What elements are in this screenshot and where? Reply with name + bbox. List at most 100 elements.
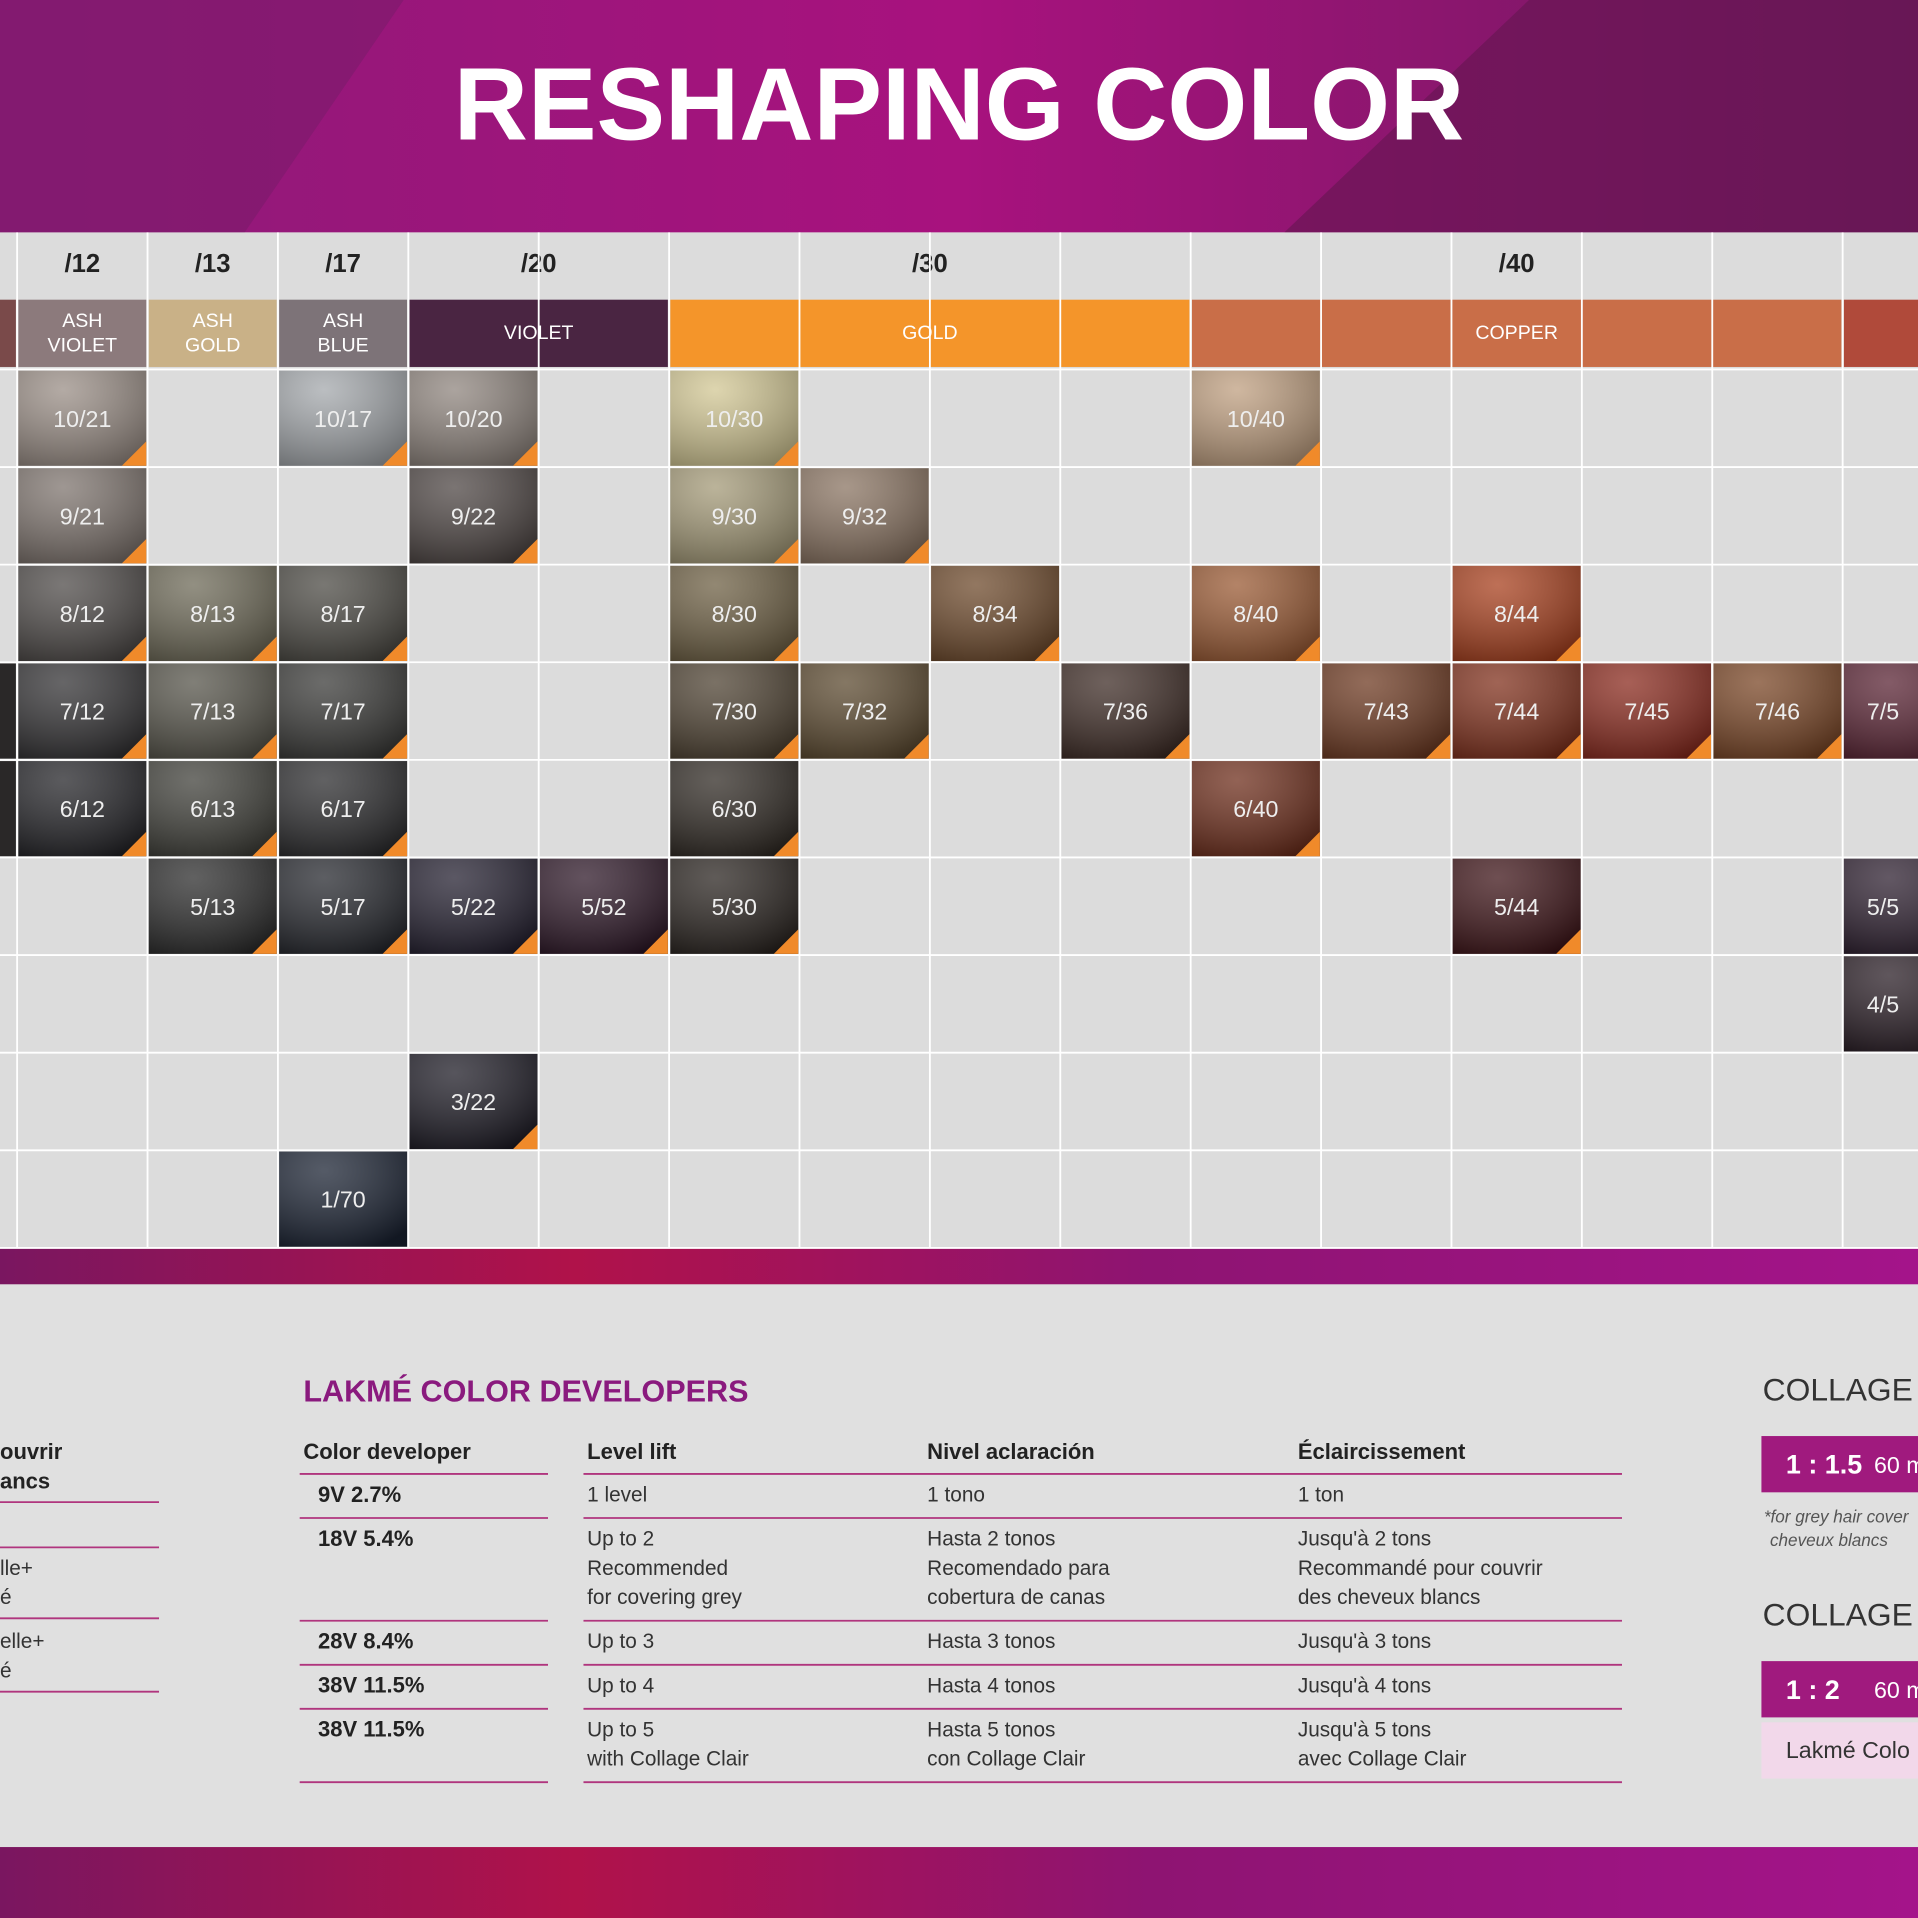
swatch-label: 5/22 [451, 894, 496, 920]
table-cell: cobertura de canas [927, 1586, 1105, 1609]
swatch-label: 9/21 [60, 503, 105, 529]
column-code: /40 [1499, 250, 1535, 278]
swatch-corner [1556, 929, 1581, 954]
swatch-shine [670, 468, 799, 564]
swatch-corner [1556, 734, 1581, 759]
family-label: ASH [323, 310, 363, 332]
swatch-label: 8/30 [712, 601, 757, 627]
developer-strength: 28V 8.4% [318, 1629, 413, 1654]
family-band [18, 299, 147, 367]
table-cell: con Collage Clair [927, 1748, 1085, 1771]
swatch-shine [670, 858, 799, 954]
ratio-box [1761, 1436, 1918, 1493]
swatch-label: 7/46 [1755, 699, 1800, 725]
swatch-label: 8/34 [972, 601, 1017, 627]
swatch-label: 1/70 [320, 1187, 365, 1213]
swatch-label: 7/45 [1624, 699, 1669, 725]
amount: 60 m [1874, 1452, 1918, 1478]
family-label: VIOLET [48, 334, 118, 356]
swatch-label: 8/40 [1233, 601, 1278, 627]
swatch-label: 6/40 [1233, 796, 1278, 822]
swatch-corner [1164, 734, 1190, 759]
swatch-corner [1425, 734, 1451, 759]
title: RESHAPING COLOR [454, 47, 1464, 162]
table-cell: Jusqu'à 2 tons [1298, 1528, 1431, 1551]
table-header: Éclaircissement [1298, 1439, 1466, 1464]
panel-title: COLLAGE [1763, 1596, 1913, 1632]
swatch-shine [1452, 858, 1581, 954]
panel-text: é [0, 1586, 12, 1609]
swatch-corner [904, 538, 929, 564]
swatch-shine [279, 663, 408, 759]
content: /12ASHVIOLET/13ASHGOLD/17ASHBLUE/20VIOLE… [0, 232, 1918, 1784]
column-code: /12 [64, 250, 100, 278]
swatch-label: 10/30 [705, 406, 763, 432]
table-cell: des cheveux blancs [1298, 1586, 1481, 1609]
note: *for grey hair cover [1764, 1508, 1910, 1527]
swatch-label: 9/22 [451, 503, 496, 529]
family-band [1191, 299, 1842, 367]
swatch-corner [904, 734, 929, 759]
footer-band [0, 1847, 1918, 1918]
swatch-shine [279, 565, 408, 662]
swatch-label: 7/12 [60, 699, 105, 725]
swatch-label: 5/52 [581, 894, 626, 920]
swatch-shine [279, 858, 408, 954]
header-facet [1284, 0, 1918, 233]
swatch-shine [18, 663, 147, 759]
swatch-shine [800, 663, 929, 759]
swatch-label: 8/12 [60, 601, 105, 627]
swatch-label: 7/32 [842, 699, 887, 725]
table-cell: Jusqu'à 4 tons [1298, 1674, 1431, 1697]
table-cell: Jusqu'à 3 tons [1298, 1630, 1431, 1653]
bottom-bg [0, 1284, 1918, 1848]
swatch-label: 7/44 [1494, 699, 1539, 725]
swatch-shine [1452, 663, 1581, 759]
swatch-shine [279, 370, 408, 466]
swatch-shine [279, 761, 408, 857]
swatch-shine [1583, 663, 1712, 759]
swatch-shine [148, 565, 277, 662]
swatch-label: 3/22 [451, 1089, 496, 1115]
swatch-corner [513, 1124, 538, 1150]
swatch-label: 6/12 [60, 796, 105, 822]
swatch-shine [148, 858, 277, 954]
swatch-shine [409, 1053, 538, 1150]
swatch-corner [1686, 734, 1712, 759]
swatch-label: 5/30 [712, 894, 757, 920]
swatch-label: 7/36 [1103, 699, 1148, 725]
table-cell: with Collage Clair [586, 1748, 749, 1771]
panel-text: é [0, 1660, 12, 1683]
swatch-shine [1843, 663, 1918, 759]
swatch-shine [1713, 663, 1842, 759]
swatch-corner [121, 441, 147, 466]
panel-title: COLLAGE [1763, 1371, 1913, 1407]
header-facet [0, 0, 404, 233]
swatch-shine [800, 468, 929, 564]
swatch-shine [18, 565, 147, 662]
swatch-shine [148, 761, 277, 857]
table-cell: Hasta 2 tonos [927, 1528, 1055, 1551]
swatch-shine [1452, 565, 1581, 662]
ratio: 1 : 1.5 [1786, 1450, 1862, 1480]
swatch-sliver [0, 761, 16, 857]
column-code: /13 [195, 250, 231, 278]
swatch-label: 5/5 [1867, 894, 1899, 920]
swatch-label: 7/5 [1867, 699, 1899, 725]
swatch-label: 6/17 [320, 796, 365, 822]
table-cell: Jusqu'à 5 tons [1298, 1718, 1431, 1741]
swatch-shine [931, 565, 1060, 662]
table-cell: Recomendado para [927, 1557, 1110, 1580]
family-band [1843, 299, 1918, 367]
developer-strength: 9V 2.7% [318, 1482, 401, 1507]
family-label: BLUE [318, 334, 369, 356]
swatch-shine [409, 858, 538, 954]
developer-strength: 38V 11.5% [318, 1673, 424, 1698]
note: cheveux blancs [1770, 1531, 1888, 1550]
swatch-label: 7/17 [320, 699, 365, 725]
swatch-shine [18, 761, 147, 857]
swatch-corner [121, 734, 147, 759]
table-cell: 1 level [587, 1483, 647, 1506]
swatch-shine [539, 858, 668, 954]
